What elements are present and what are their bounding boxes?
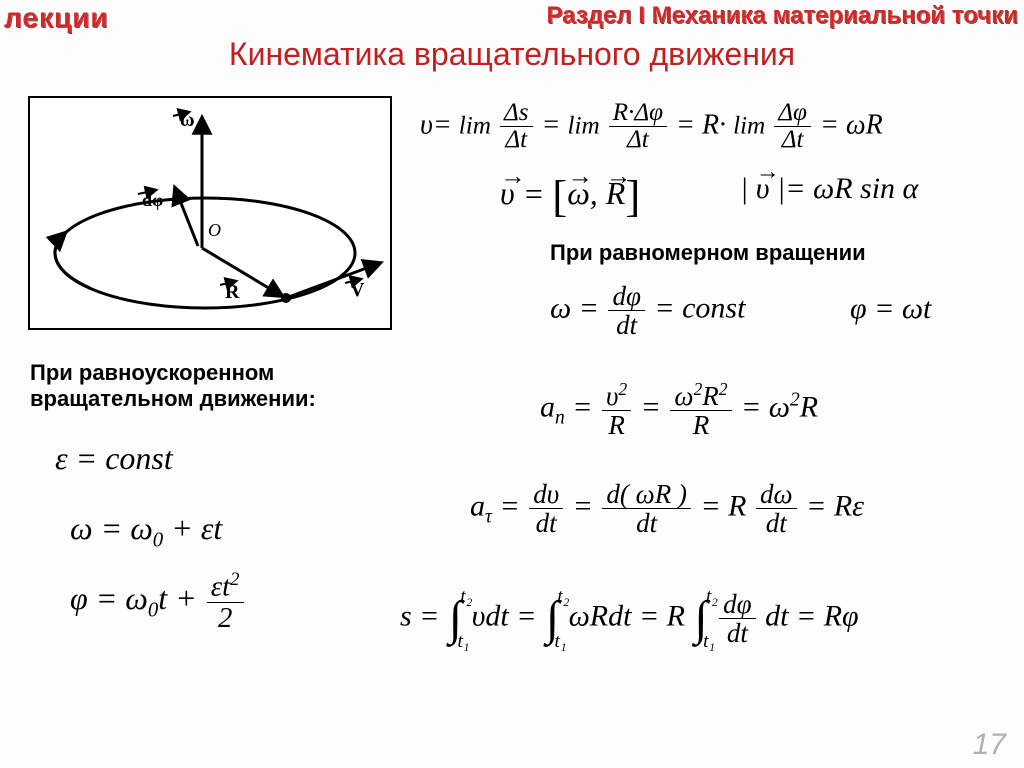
eq-omega-t: ω = ω0 + εt bbox=[70, 510, 222, 552]
rotation-diagram: O ω dφ R V bbox=[28, 96, 392, 330]
eq-normal-accel: an = υ2R = ω2R2R = ω2R bbox=[540, 380, 818, 440]
slide-title: Кинематика вращательного движения bbox=[0, 36, 1024, 73]
eq-arc-length: s = ∫t₂t₁ υdt = ∫t₂t₁ ωRdt = R ∫t₂t₁ dφd… bbox=[400, 590, 859, 648]
svg-text:O: O bbox=[208, 220, 221, 240]
eq-phi-t: φ = ω0t + εt22 bbox=[70, 570, 246, 633]
eq-phi-wt: φ = ωt bbox=[850, 292, 931, 326]
eq-velocity-cross: υ = [ω, R] bbox=[500, 170, 640, 222]
label-uniform-accel-l2: вращательном движении: bbox=[30, 386, 316, 412]
section-title: Раздел I Механика материальной точки bbox=[546, 2, 1018, 30]
label-uniform-accel-l1: При равноускоренном bbox=[30, 360, 274, 386]
eq-velocity-mag: | υ |= ωR sin α bbox=[740, 172, 918, 206]
eq-omega-const: ω = dφdt = const bbox=[550, 282, 745, 340]
svg-text:R: R bbox=[225, 281, 240, 303]
svg-text:V: V bbox=[350, 279, 365, 301]
eq-tangential-accel: aτ = dυdt = d( ωR )dt = R dωdt = Rε bbox=[470, 480, 864, 538]
label-uniform-rotation: При равномерном вращении bbox=[550, 240, 866, 266]
watermark-lekcii: лекции bbox=[4, 2, 109, 34]
eq-velocity-limit: υ= lim ΔsΔt = lim R·ΔφΔt = R· lim ΔφΔt =… bbox=[420, 100, 883, 154]
page-number: 17 bbox=[973, 728, 1006, 762]
eq-eps-const: ε = const bbox=[55, 440, 173, 477]
